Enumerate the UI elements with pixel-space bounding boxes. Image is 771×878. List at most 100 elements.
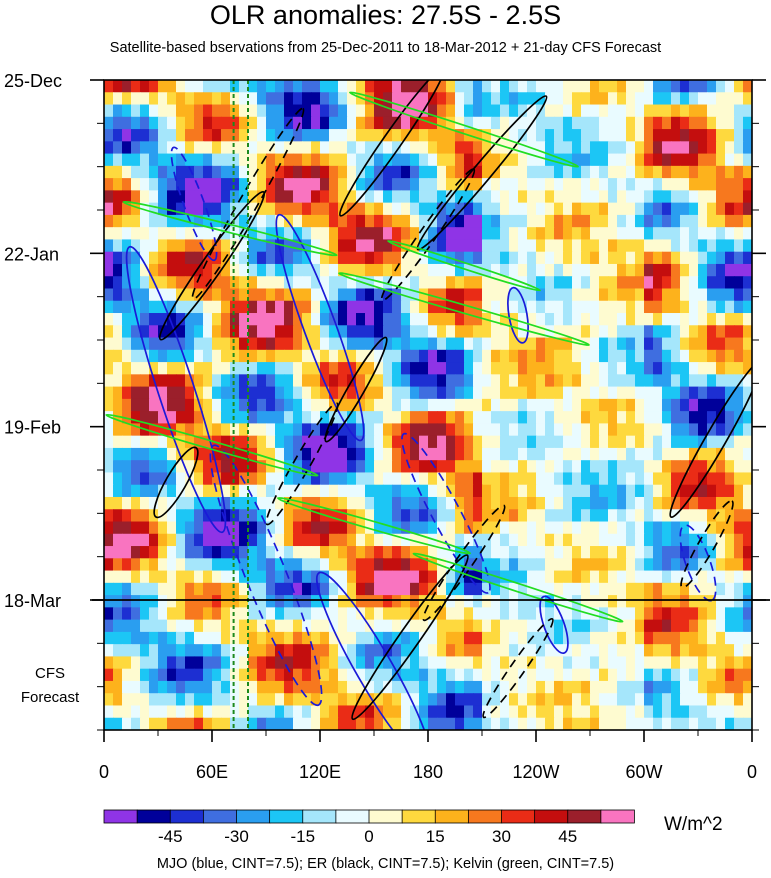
- olr-cell: [473, 546, 483, 559]
- olr-cell: [635, 239, 645, 253]
- olr-cell: [689, 582, 699, 596]
- olr-cell: [320, 668, 330, 682]
- olr-cell: [293, 435, 303, 449]
- olr-cell: [554, 595, 564, 608]
- olr-cell: [482, 705, 492, 719]
- olr-cell: [500, 325, 510, 339]
- olr-cell: [221, 288, 231, 302]
- olr-cell: [194, 472, 204, 486]
- olr-cell: [221, 607, 231, 621]
- olr-cell: [266, 80, 276, 93]
- olr-cell: [446, 595, 456, 608]
- olr-cell: [167, 546, 177, 559]
- olr-cell: [356, 619, 366, 633]
- olr-cell: [221, 92, 231, 106]
- olr-cell: [671, 288, 681, 302]
- olr-cell: [536, 656, 546, 670]
- olr-cell: [464, 288, 474, 302]
- olr-cell: [248, 190, 258, 204]
- olr-cell: [482, 325, 492, 339]
- olr-cell: [275, 313, 285, 326]
- olr-cell: [527, 386, 537, 400]
- olr-cell: [329, 435, 339, 449]
- olr-cell: [428, 656, 438, 670]
- olr-cell: [725, 435, 735, 449]
- olr-cell: [707, 263, 717, 277]
- olr-cell: [185, 227, 195, 241]
- olr-cell: [662, 496, 672, 510]
- olr-cell: [419, 496, 429, 510]
- olr-cell: [581, 668, 591, 682]
- olr-cell: [365, 496, 375, 510]
- olr-cell: [383, 533, 393, 547]
- olr-cell: [176, 92, 186, 106]
- olr-cell: [662, 631, 672, 645]
- olr-cell: [527, 165, 537, 179]
- olr-cell: [554, 251, 564, 265]
- olr-cell: [608, 398, 618, 412]
- olr-cell: [320, 423, 330, 437]
- olr-cell: [203, 447, 213, 461]
- olr-cell: [383, 202, 393, 216]
- olr-cell: [392, 680, 402, 694]
- olr-cell: [257, 447, 267, 461]
- olr-cell: [185, 276, 195, 290]
- olr-cell: [536, 288, 546, 302]
- olr-cell: [707, 447, 717, 461]
- olr-cell: [518, 619, 528, 633]
- olr-cell: [203, 693, 213, 707]
- olr-cell: [311, 533, 321, 547]
- olr-cell: [293, 214, 303, 228]
- olr-cell: [185, 668, 195, 682]
- olr-cell: [203, 460, 213, 474]
- olr-cell: [617, 227, 627, 241]
- olr-cell: [644, 484, 654, 498]
- er-contour: [669, 360, 752, 519]
- olr-cell: [491, 239, 501, 253]
- olr-cell: [527, 129, 537, 142]
- olr-cell: [455, 239, 465, 253]
- olr-cell: [581, 116, 591, 130]
- olr-cell: [302, 80, 312, 93]
- olr-cell: [302, 595, 312, 608]
- olr-cell: [455, 521, 465, 535]
- olr-cell: [554, 202, 564, 216]
- olr-cell: [212, 496, 222, 510]
- olr-cell: [302, 472, 312, 486]
- olr-cell: [257, 362, 267, 375]
- olr-cell: [338, 460, 348, 474]
- olr-cell: [437, 509, 447, 523]
- olr-cell: [374, 558, 384, 572]
- olr-cell: [122, 276, 132, 290]
- kelvin-contour: [338, 272, 590, 346]
- olr-cell: [581, 447, 591, 461]
- olr-cell: [374, 668, 384, 682]
- olr-cell: [545, 349, 555, 363]
- olr-cell: [113, 472, 123, 486]
- olr-cell: [653, 693, 663, 707]
- olr-cell: [230, 374, 240, 388]
- olr-cell: [383, 300, 393, 314]
- olr-cell: [302, 178, 312, 191]
- olr-cell: [437, 693, 447, 707]
- olr-cell: [365, 668, 375, 682]
- olr-cell: [329, 116, 339, 130]
- olr-cell: [194, 484, 204, 498]
- olr-cell: [104, 276, 114, 290]
- olr-cell: [653, 214, 663, 228]
- olr-cell: [230, 472, 240, 486]
- olr-cell: [608, 631, 618, 645]
- olr-cell: [356, 447, 366, 461]
- olr-cell: [446, 165, 456, 179]
- olr-cell: [410, 435, 420, 449]
- olr-cell: [356, 582, 366, 596]
- olr-cell: [383, 509, 393, 523]
- olr-cell: [248, 595, 258, 608]
- olr-cell: [689, 313, 699, 326]
- olr-cell: [212, 362, 222, 375]
- olr-cell: [590, 227, 600, 241]
- olr-cell: [257, 460, 267, 474]
- olr-cell: [527, 460, 537, 474]
- olr-cell: [518, 496, 528, 510]
- olr-cell: [572, 263, 582, 277]
